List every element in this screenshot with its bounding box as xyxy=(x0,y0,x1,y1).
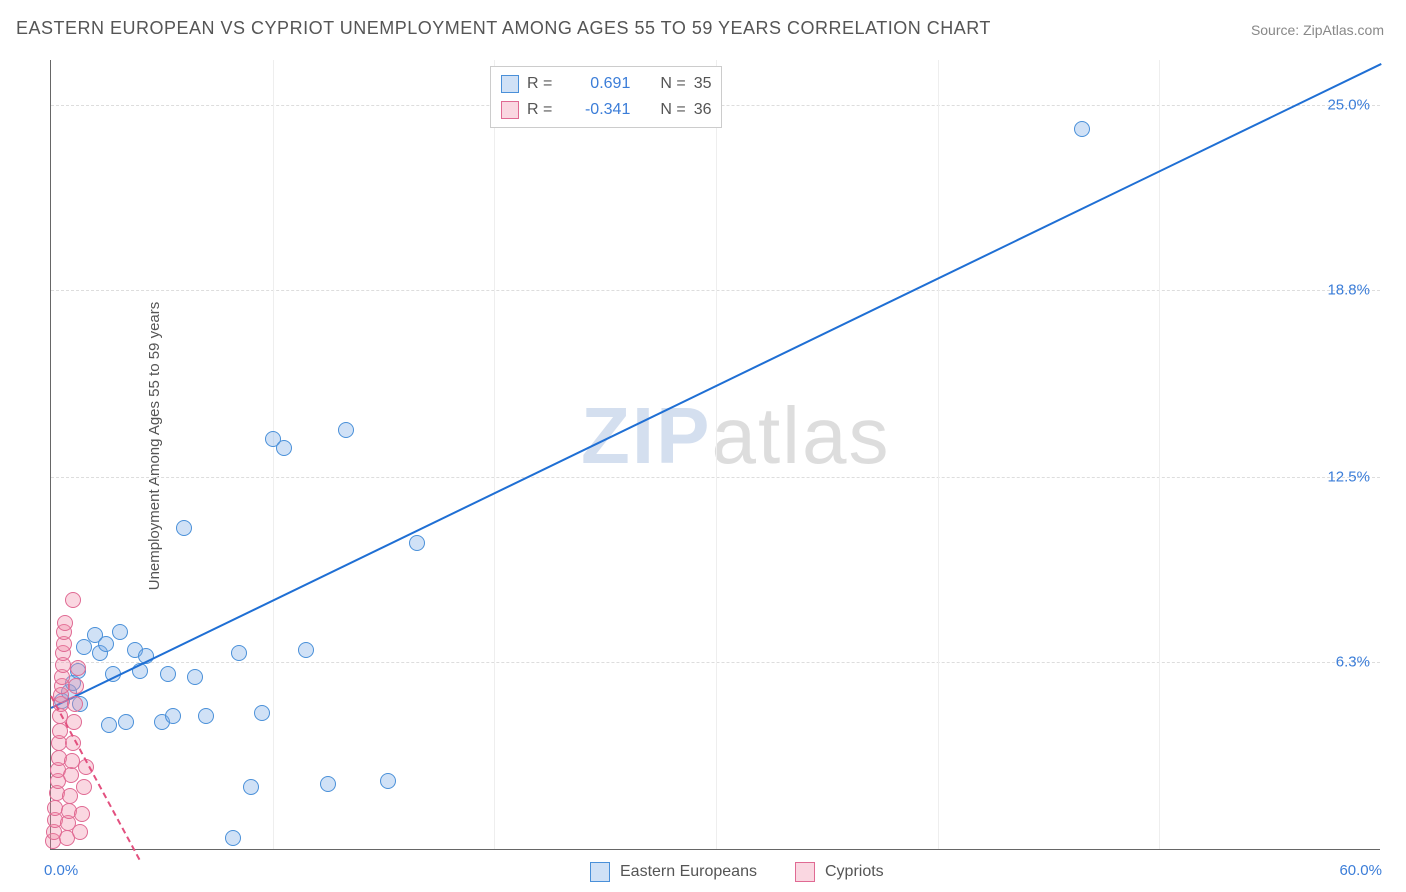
data-point xyxy=(276,440,292,456)
data-point xyxy=(57,615,73,631)
gridline-v xyxy=(494,60,495,849)
data-point xyxy=(112,624,128,640)
data-point xyxy=(74,806,90,822)
r-label: R = xyxy=(527,75,552,93)
data-point xyxy=(101,717,117,733)
correlation-legend: R = 0.691 N = 35 R = -0.341 N = 36 xyxy=(490,66,722,128)
data-point xyxy=(70,660,86,676)
x-axis-min-label: 0.0% xyxy=(44,862,78,879)
data-point xyxy=(320,776,336,792)
data-point xyxy=(68,678,84,694)
scatter-plot-area: ZIPatlas 6.3% 12.5% 18.8% 25.0% xyxy=(50,60,1380,850)
data-point xyxy=(298,642,314,658)
x-axis-max-label: 60.0% xyxy=(1339,862,1382,879)
source-attribution: Source: ZipAtlas.com xyxy=(1251,22,1384,38)
data-point xyxy=(76,779,92,795)
legend-swatch xyxy=(501,75,519,93)
correlation-legend-row: R = -0.341 N = 36 xyxy=(501,97,711,123)
data-point xyxy=(338,422,354,438)
legend-swatch xyxy=(501,101,519,119)
data-point xyxy=(65,592,81,608)
watermark: ZIPatlas xyxy=(581,390,890,482)
data-point xyxy=(225,830,241,846)
gridline-v xyxy=(273,60,274,849)
watermark-atlas: atlas xyxy=(711,391,890,480)
data-point xyxy=(165,708,181,724)
gridline-v xyxy=(1159,60,1160,849)
data-point xyxy=(187,669,203,685)
data-point xyxy=(72,824,88,840)
chart-title: EASTERN EUROPEAN VS CYPRIOT UNEMPLOYMENT… xyxy=(16,18,991,39)
y-tick-label: 6.3% xyxy=(1336,654,1370,671)
r-label: R = xyxy=(527,101,552,119)
legend-swatch xyxy=(795,862,815,882)
legend-label: Cypriots xyxy=(825,863,884,881)
series-legend: Eastern Europeans Cypriots xyxy=(590,862,912,882)
data-point xyxy=(198,708,214,724)
legend-swatch xyxy=(590,862,610,882)
data-point xyxy=(67,696,83,712)
data-point xyxy=(380,773,396,789)
y-tick-label: 25.0% xyxy=(1327,96,1370,113)
n-value: 36 xyxy=(694,101,712,119)
data-point xyxy=(409,535,425,551)
gridline-v xyxy=(938,60,939,849)
data-point xyxy=(231,645,247,661)
watermark-zip: ZIP xyxy=(581,391,711,480)
data-point xyxy=(118,714,134,730)
r-value: 0.691 xyxy=(560,75,630,93)
data-point xyxy=(62,788,78,804)
data-point xyxy=(254,705,270,721)
data-point xyxy=(176,520,192,536)
data-point xyxy=(63,767,79,783)
data-point xyxy=(1074,121,1090,137)
gridline-v xyxy=(716,60,717,849)
data-point xyxy=(243,779,259,795)
n-label: N = xyxy=(660,101,685,119)
y-tick-label: 18.8% xyxy=(1327,281,1370,298)
n-label: N = xyxy=(660,75,685,93)
correlation-legend-row: R = 0.691 N = 35 xyxy=(501,71,711,97)
r-value: -0.341 xyxy=(560,101,630,119)
data-point xyxy=(98,636,114,652)
n-value: 35 xyxy=(694,75,712,93)
y-tick-label: 12.5% xyxy=(1327,469,1370,486)
legend-label: Eastern Europeans xyxy=(620,863,757,881)
data-point xyxy=(160,666,176,682)
